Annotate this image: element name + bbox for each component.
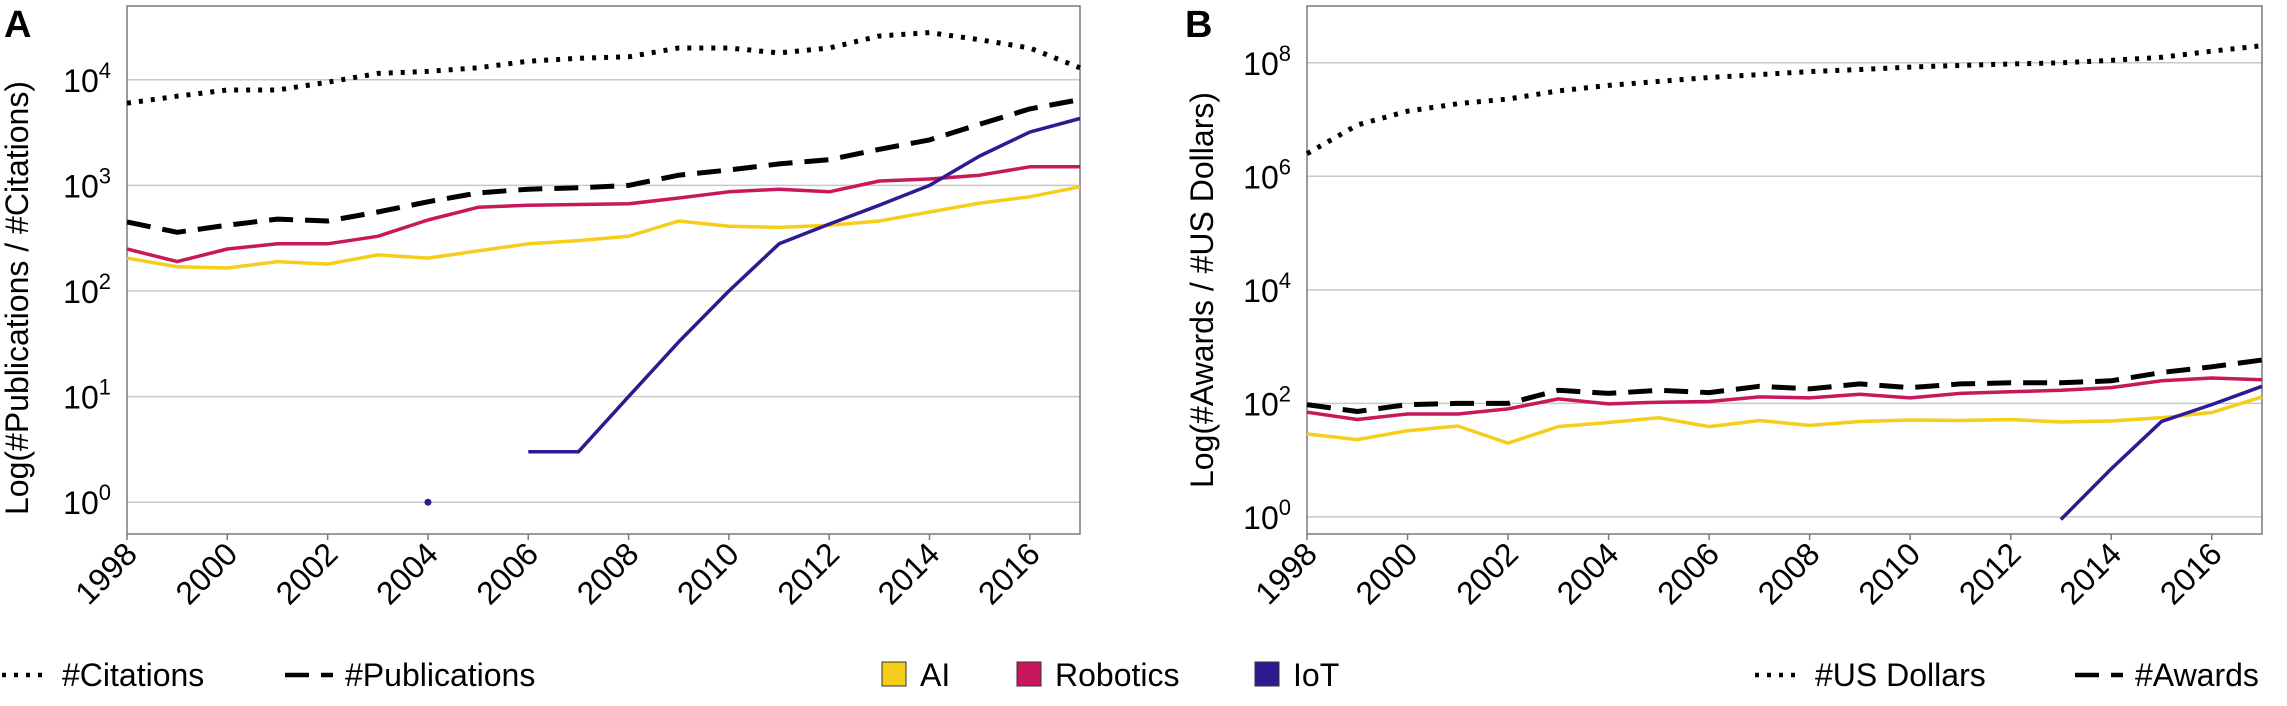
panel-a-series-publications [126, 97, 1081, 235]
panel-a-x-tick-label: 2012 [770, 535, 846, 611]
panel-a-x-tick-label: 2010 [670, 535, 746, 611]
legend-ai-label: AI [920, 657, 950, 693]
panel-a-x-tick-label: 2016 [971, 535, 1047, 611]
panel-b-x-tick-label: 2016 [2153, 535, 2229, 611]
panel-b-series-awards [1306, 357, 2263, 414]
legend-citations-label: #Citations [62, 657, 204, 693]
panel-b-letter: B [1185, 4, 1212, 46]
panel-a-x-tick-label: 2008 [570, 535, 646, 611]
panel-a-plot-frame [126, 5, 1081, 535]
panel-a-series-robotics [126, 165, 1080, 264]
legend-iot-swatch [1254, 661, 1280, 687]
panel-a-series-iot-point [424, 498, 432, 506]
panel-a-x-tick-label: 2002 [269, 535, 345, 611]
panel-b-series-iot [2059, 384, 2263, 521]
legend-robotics-label: Robotics [1055, 657, 1180, 693]
panel-a: A Log(#Publications / #Citations) 100 101… [0, 4, 1081, 611]
panel-b-x-tick-label: 2004 [1550, 535, 1626, 611]
panel-a-x-tick-label: 2004 [369, 535, 445, 611]
panel-b-y-tick-label: 108 [1243, 41, 1291, 82]
panel-b-x-tick-label: 2014 [2052, 535, 2128, 611]
panel-a-y-tick-label: 100 [63, 480, 111, 521]
panel-b-x-tick-label: 2010 [1851, 535, 1927, 611]
legend-us-dollars-label: #US Dollars [1815, 657, 1986, 693]
panel-b: B Log(#Awards / #US Dollars) 100 102 104 10… [1184, 4, 2263, 611]
panel-b-series-ai [1306, 395, 2263, 445]
panel-b-x-tick-label: 2002 [1449, 535, 1525, 611]
panel-b-series-us-dollars [1305, 43, 2263, 156]
panel-a-y-tick-label: 103 [63, 163, 111, 204]
panel-a-x-tick-label: 2014 [871, 535, 947, 611]
panel-b-series-robotics [1306, 376, 2263, 422]
panel-a-letter: A [4, 4, 31, 46]
legend: #Citations #Publications #US Dollars #Award… [2, 657, 2259, 693]
panel-b-plot-frame [1306, 5, 2263, 535]
panel-b-y-tick-label: 106 [1243, 154, 1291, 195]
panel-b-y-axis-label: Log(#Awards / #US Dollars) [1184, 92, 1220, 488]
panel-b-x-tick-label: 1998 [1248, 535, 1324, 611]
panel-b-x-tick-label: 2006 [1650, 535, 1726, 611]
panel-b-x-tick-label: 2008 [1751, 535, 1827, 611]
panel-a-y-axis-label: Log(#Publications / #Citations) [0, 81, 35, 515]
panel-a-x-tick-label: 1998 [68, 535, 144, 611]
panel-a-series-ai [126, 185, 1081, 270]
panel-a-y-tick-label: 104 [63, 58, 111, 99]
panel-a-y-tick-label: 102 [63, 269, 111, 310]
panel-a-series-iot [528, 116, 1081, 454]
panel-b-y-tick-label: 104 [1243, 268, 1291, 309]
panel-a-y-tick-label: 101 [63, 375, 111, 416]
legend-ai-swatch [881, 661, 907, 687]
panel-b-x-tick-label: 2000 [1349, 535, 1425, 611]
panel-b-y-tick-label: 102 [1243, 381, 1291, 422]
panel-a-series-citations [126, 30, 1081, 106]
panel-a-x-tick-label: 2000 [168, 535, 244, 611]
panel-b-x-tick-label: 2012 [1952, 535, 2028, 611]
legend-awards-label: #Awards [2135, 657, 2259, 693]
legend-robotics-swatch [1016, 661, 1042, 687]
legend-iot-label: IoT [1293, 657, 1339, 693]
legend-publications-label: #Publications [345, 657, 535, 693]
panel-a-x-tick-label: 2006 [469, 535, 545, 611]
panel-b-y-tick-label: 100 [1243, 495, 1291, 536]
